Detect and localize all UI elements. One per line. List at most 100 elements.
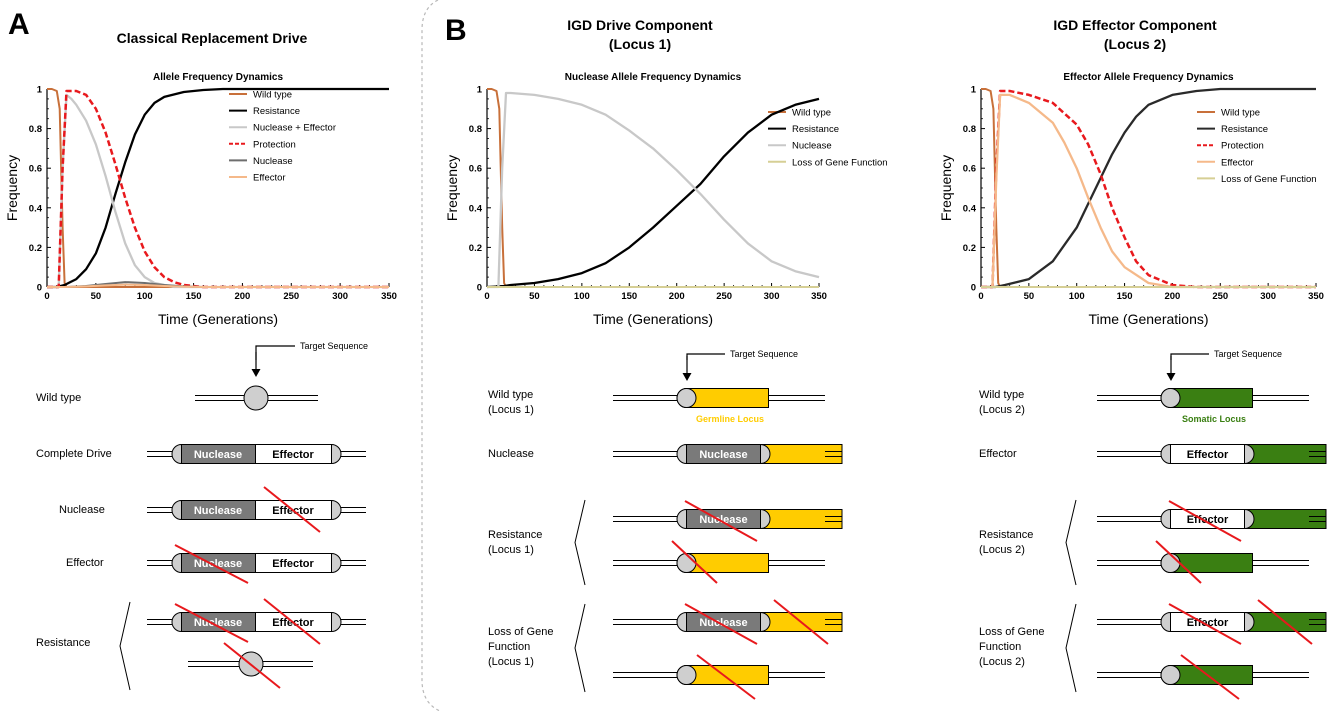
diagrams-layer: Target Sequence Wild type Complete Drive Nu… — [36, 341, 1327, 700]
row-label-nuclease: Nuclease — [59, 504, 105, 516]
target-arrowhead — [682, 373, 692, 381]
y-tick-label: 1 — [971, 85, 977, 96]
x-tick-label: 0 — [978, 291, 983, 302]
chart-1: Allele Frequency Dynamics00.20.40.60.810… — [4, 72, 397, 327]
legend-label: Nuclease — [253, 156, 293, 167]
panel-divider — [421, 0, 441, 711]
group-bracket — [574, 499, 586, 586]
disruption-mark — [223, 642, 281, 689]
legend-label: Wild type — [792, 108, 831, 119]
diagram-igd-drive: Target Sequence Germline Locus Wild type (L… — [488, 349, 843, 700]
x-tick-label: 100 — [574, 291, 590, 302]
series-line-2 — [981, 87, 1316, 289]
locus-body — [1244, 444, 1327, 464]
row-label-wild-type: Wild type — [488, 389, 533, 401]
x-tick-label: 150 — [1117, 291, 1133, 302]
series-line-1 — [487, 88, 819, 288]
target-site — [1160, 553, 1181, 573]
effector-segment-label: Effector — [1187, 449, 1229, 461]
x-axis-label: Time (Generations) — [1088, 311, 1208, 327]
x-tick-label: 150 — [186, 291, 202, 302]
legend-label: Wild type — [253, 90, 292, 101]
y-tick-label: 0.2 — [29, 243, 42, 254]
x-tick-label: 300 — [1260, 291, 1276, 302]
locus-body — [686, 388, 769, 408]
diagram-igd-effector: Target Sequence Somatic Locus Wild type (Lo… — [979, 349, 1327, 700]
row-label-wild-type: Wild type — [979, 389, 1024, 401]
disruption-mark — [684, 500, 758, 542]
target-site — [1244, 508, 1255, 530]
target-site — [331, 443, 342, 465]
target-pointer — [255, 345, 295, 360]
x-tick-label: 250 — [283, 291, 299, 302]
x-tick-label: 100 — [1069, 291, 1085, 302]
disruption-mark — [263, 598, 321, 645]
x-tick-label: 200 — [1164, 291, 1180, 302]
x-tick-label: 100 — [137, 291, 153, 302]
target-site — [1244, 443, 1255, 465]
effector-segment-label: Effector — [1187, 514, 1229, 526]
locus-body — [1170, 665, 1253, 685]
x-tick-label: 350 — [381, 291, 397, 302]
y-axis-label: Frequency — [444, 155, 460, 221]
y-tick-label: 0.6 — [469, 164, 482, 175]
nuclease-label: Nuclease — [194, 449, 242, 461]
target-site — [760, 611, 771, 633]
effector-component-title-line1: IGD Effector Component — [1053, 17, 1217, 33]
y-tick-label: 0 — [477, 283, 482, 294]
y-tick-label: 0.2 — [469, 243, 482, 254]
y-tick-label: 0.4 — [963, 203, 977, 214]
group-bracket — [119, 601, 131, 691]
row-label-loss-function-2: Function — [488, 641, 530, 653]
disruption-mark — [1168, 603, 1242, 645]
row-label-wild-type-locus: (Locus 2) — [979, 404, 1025, 416]
disruption-mark — [1168, 500, 1242, 542]
charts-layer: Allele Frequency Dynamics00.20.40.60.810… — [4, 72, 1324, 327]
x-tick-label: 200 — [669, 291, 685, 302]
x-tick-label: 250 — [1212, 291, 1228, 302]
y-axis-label: Frequency — [4, 155, 20, 221]
chart-3: Effector Allele Frequency Dynamics 0 0.2 0.… — [938, 72, 1324, 327]
disruption-mark — [174, 603, 249, 643]
row-label-wild-type: Wild type — [36, 392, 81, 404]
drive-component-title-line2: (Locus 1) — [609, 36, 671, 52]
locus-body — [1170, 388, 1253, 408]
target-site — [676, 553, 697, 573]
y-tick-label: 0 — [971, 283, 976, 294]
panel-a-title: Classical Replacement Drive — [117, 30, 308, 46]
disruption-mark — [174, 544, 249, 584]
panel-b-letter: B — [445, 14, 467, 47]
series-line-3 — [47, 93, 389, 289]
locus-name-label: Somatic Locus — [1182, 414, 1246, 424]
y-tick-label: 0.8 — [963, 124, 976, 135]
row-label-wild-type-locus: (Locus 1) — [488, 404, 534, 416]
y-tick-label: 0.8 — [469, 124, 482, 135]
locus-body — [760, 444, 843, 464]
row-label-resistance: Resistance — [488, 529, 542, 541]
y-tick-label: 0.2 — [963, 243, 976, 254]
locus-body — [686, 553, 769, 573]
locus-body — [1244, 509, 1327, 529]
disruption-mark — [263, 486, 321, 533]
legend-label: Resistance — [253, 106, 300, 117]
nuclease-segment-label: Nuclease — [699, 514, 747, 526]
x-tick-label: 350 — [811, 291, 827, 302]
x-tick-label: 50 — [1024, 291, 1035, 302]
series-line-1 — [47, 88, 389, 288]
target-site — [171, 443, 182, 465]
row-label-loss-function-locus: (Locus 2) — [979, 656, 1025, 668]
legend-label: Resistance — [792, 124, 839, 135]
row-label-loss-function: Loss of Gene — [488, 626, 553, 638]
target-site — [171, 611, 182, 633]
row-label-loss-function-locus: (Locus 1) — [488, 656, 534, 668]
target-pointer — [686, 353, 725, 360]
x-axis-label: Time (Generations) — [158, 311, 278, 327]
row-label-effector: Effector — [66, 557, 104, 569]
row-label-construct: Effector — [979, 448, 1017, 460]
y-tick-label: 0.8 — [29, 124, 42, 135]
target-site — [676, 388, 697, 408]
x-axis-label: Time (Generations) — [593, 311, 713, 327]
target-arrowhead — [1166, 373, 1176, 381]
disruption-mark — [1257, 599, 1313, 645]
